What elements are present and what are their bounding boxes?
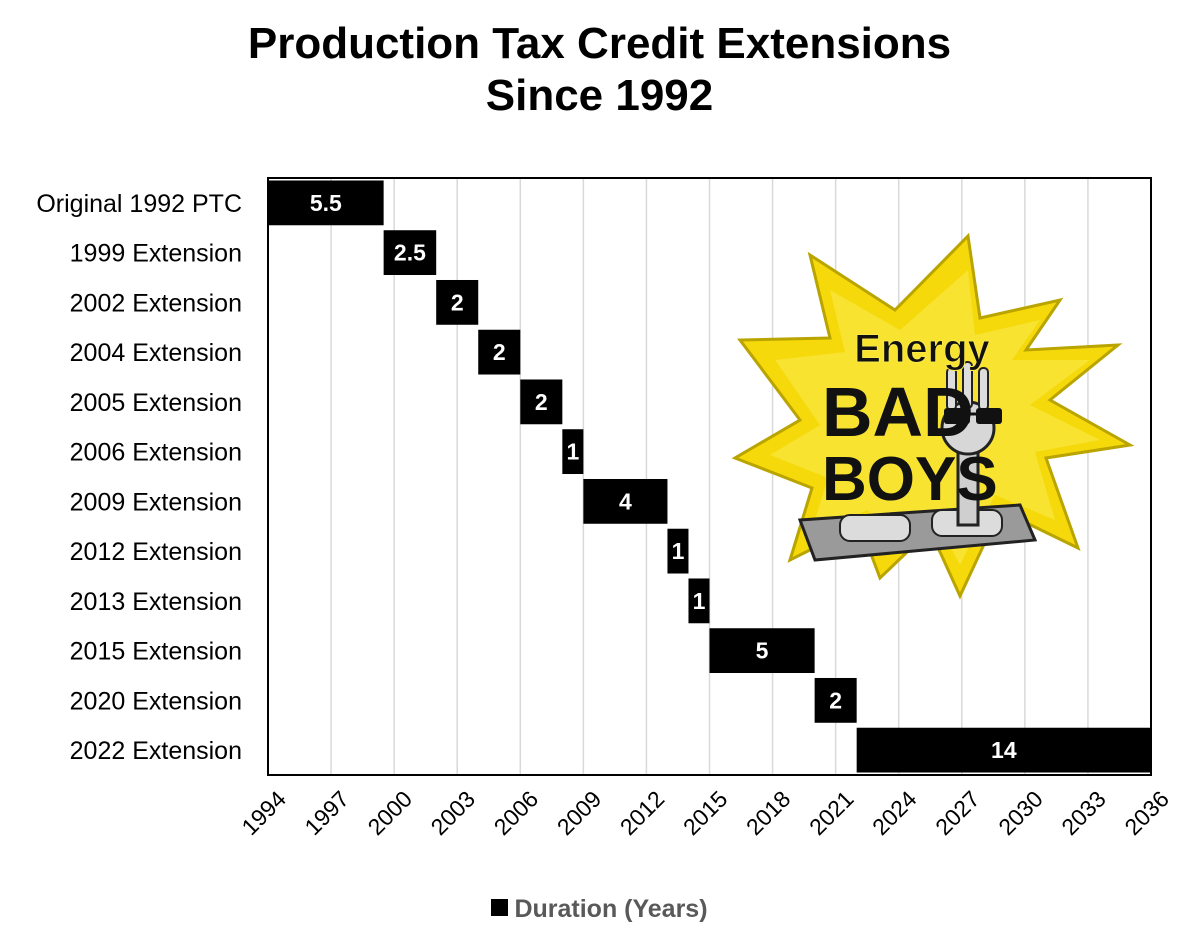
category-label: Original 1992 PTC [36,190,242,218]
x-tick-label: 1997 [299,786,354,841]
x-tick-label: 2024 [867,785,922,840]
category-label: 2005 Extension [70,389,242,417]
bar-data-label: 4 [619,488,632,514]
bar-data-label: 2.5 [394,240,426,266]
category-label: 2012 Extension [70,538,242,566]
x-tick-label: 2027 [930,786,985,841]
x-tick-label: 2015 [678,786,733,841]
category-label: 2020 Extension [70,687,242,715]
x-tick-label: 2006 [489,786,544,841]
bar-data-label: 1 [672,538,685,564]
chart-title-line-1: Production Tax Credit Extensions [247,19,952,68]
legend: Duration (Years) [0,895,1199,924]
x-tick-label: 2030 [993,786,1048,841]
x-tick-label: 2018 [741,786,796,841]
energy-bad-boys-logo: Energy BAD BOYS [731,232,1135,600]
logo-sunglasses-left [944,408,970,424]
logo-prong-2 [962,361,973,409]
category-label: 2013 Extension [70,588,242,616]
x-tick-label: 2021 [804,786,859,841]
bar [478,329,521,375]
logo-burst-inner [770,270,1100,565]
bar [856,727,1151,773]
logo-energy-text: Energy [854,327,990,371]
bar-data-label: 1 [693,588,706,614]
bar-data-label: 2 [535,389,548,415]
x-tick-label: 2003 [426,786,481,841]
bar-data-label: 5.5 [310,190,342,216]
logo-boys-text: BOYS [822,445,998,514]
logo-outlet-left [839,514,911,542]
logo-prong-3 [978,367,989,411]
x-tick-label: 1994 [236,785,291,840]
category-label: 2002 Extension [70,289,242,317]
bar-data-label: 2 [829,687,842,713]
bar [709,628,815,674]
bar-data-label: 14 [991,737,1017,763]
x-tick-label: 2033 [1056,786,1111,841]
bar [383,230,437,276]
bar [436,279,479,325]
bar [688,578,710,624]
bar [520,379,563,425]
bar [814,677,857,723]
bar-data-label: 2 [451,289,464,315]
category-label: 2009 Extension [70,488,242,516]
x-tick-label: 2012 [615,786,670,841]
bar [667,528,689,574]
category-label: 1999 Extension [70,240,242,268]
x-tick-label: 2009 [552,786,607,841]
x-tick-labels-layer: 1994 1997 2000 2003 2006 2009 2012 2015 2018 2021… [236,785,1174,840]
bar [583,478,668,524]
category-label: 2006 Extension [70,439,242,467]
bars-layer [268,180,1151,773]
category-labels-layer: Original 1992 PTC 1999 Extension 2002 Exte… [36,190,242,765]
plot-frame [267,177,1152,776]
bar-data-label: 2 [493,339,506,365]
bar [562,429,584,475]
bar [268,180,384,226]
legend-label: Duration (Years) [514,895,708,923]
bar-data-label: 5 [756,638,769,664]
chart-title-line-2: Since 1992 [485,71,714,120]
category-label: 2015 Extension [70,638,242,666]
chart-title: Production Tax Credit Extensions Since 1… [0,18,1199,122]
x-tick-label: 2036 [1119,786,1174,841]
category-label: 2022 Extension [70,737,242,765]
legend-swatch [491,899,509,916]
category-label: 2004 Extension [70,339,242,367]
logo-bad-text: BAD [822,373,974,451]
x-tick-label: 2000 [362,786,417,841]
bar-data-label: 1 [566,439,579,465]
logo-sunglasses-right [976,408,1002,424]
